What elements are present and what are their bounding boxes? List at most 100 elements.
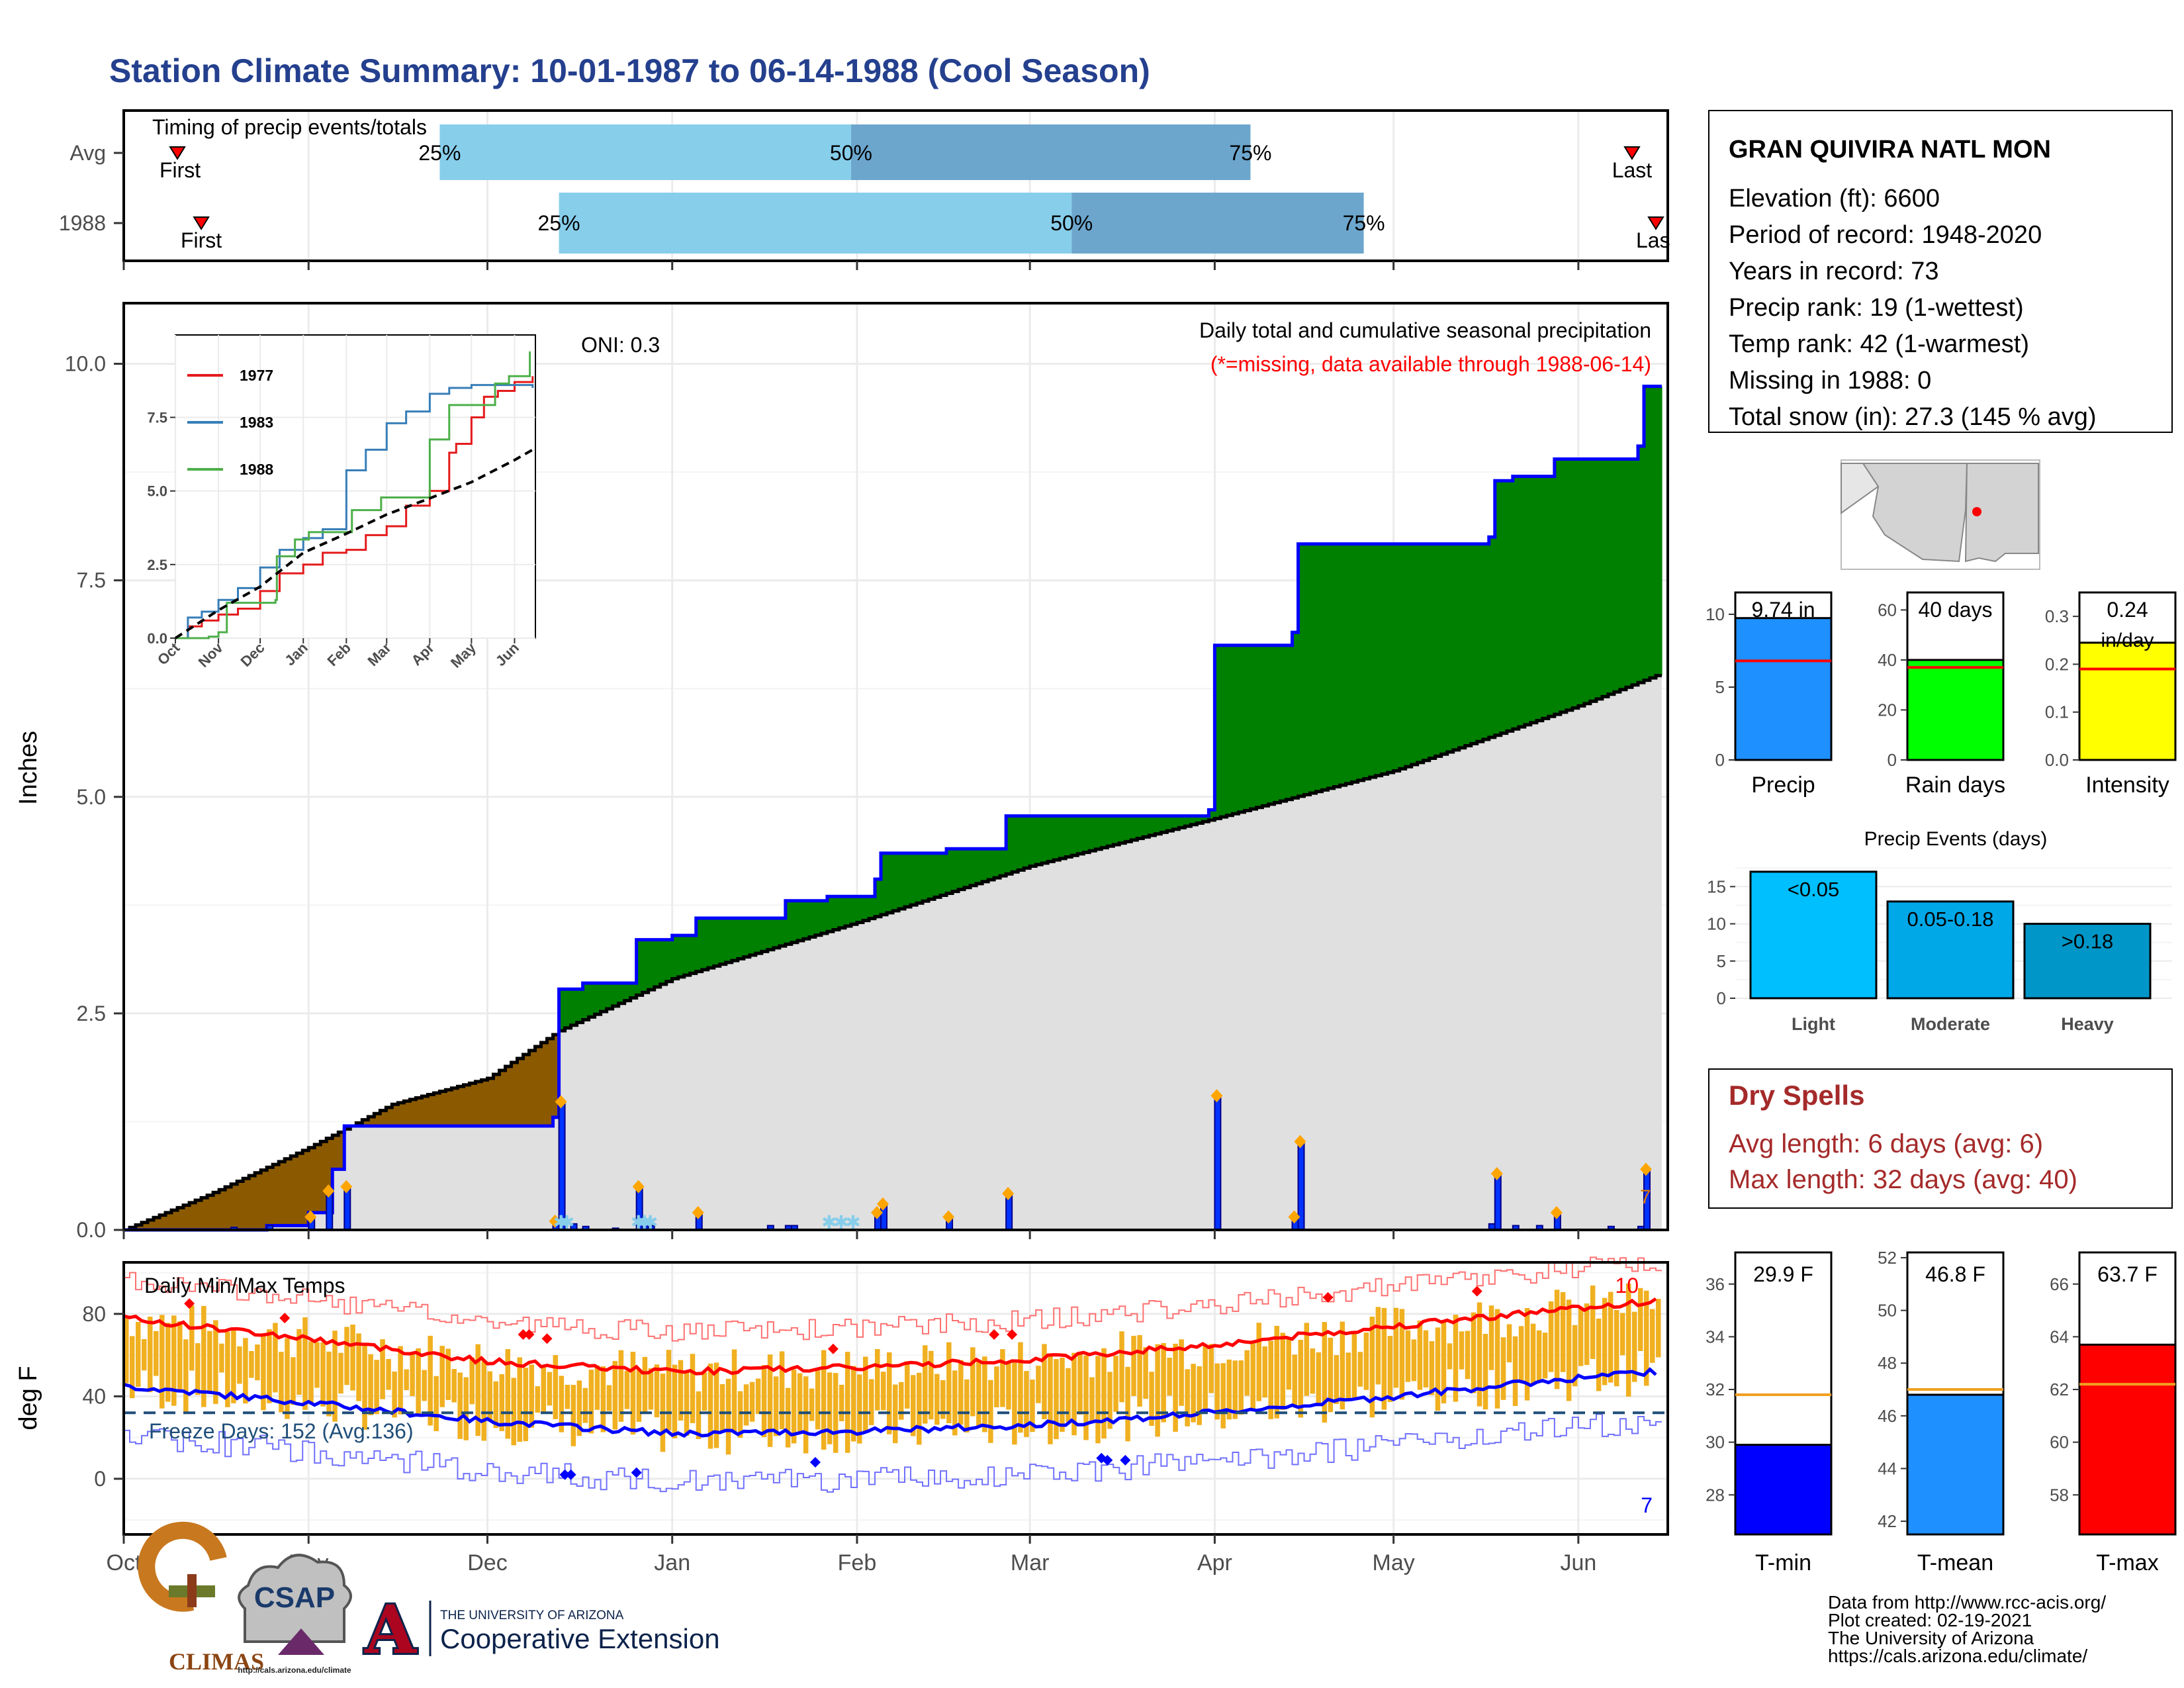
temp-range-bar [1477, 1302, 1482, 1407]
snow-day-marker: ✱ [637, 1211, 652, 1233]
inset-ytick-label: 2.5 [147, 557, 167, 573]
avg-q50-q75-bar [850, 124, 1251, 180]
events-bar [1749, 870, 1878, 1000]
temp-range-bar [1387, 1336, 1393, 1403]
temp-range-bar [243, 1338, 248, 1404]
temp-range-bar [1619, 1313, 1625, 1356]
temp-range-bar [1351, 1333, 1357, 1398]
temp-range-bar [529, 1364, 535, 1428]
credit-line-4: https://cals.arizona.edu/climate/ [1828, 1646, 2087, 1666]
snow-day-marker: ✱ [631, 1211, 646, 1233]
temp-range-bar [1089, 1377, 1095, 1422]
temp-range-bar [171, 1315, 177, 1406]
snow-day-marker: ✱ [553, 1211, 569, 1233]
temp-range-bar [958, 1360, 964, 1425]
csap-cloud [238, 1554, 352, 1643]
ua-logo: A THE UNIVERSITY OF ARIZONA Cooperative … [362, 1589, 719, 1671]
temp-range-bar [773, 1376, 779, 1436]
station-info-line: Missing in 1988: 0 [1729, 367, 1931, 395]
temp-range-bar [1304, 1323, 1310, 1396]
inset-legend: 1977 1983 1988 [187, 367, 273, 478]
temp-range-bar [1482, 1334, 1488, 1410]
temp-range-bar [994, 1366, 999, 1407]
temp-range-bar [1614, 1309, 1619, 1387]
temp-range-bar [642, 1356, 648, 1413]
events-bar [1886, 900, 2015, 1000]
temp-range-bar [267, 1329, 272, 1403]
temp-range-bar [785, 1387, 791, 1448]
1988-q50-q75-bar [1071, 193, 1364, 254]
temp-xticks [122, 1534, 1580, 1544]
record-high-marker [1471, 1286, 1482, 1297]
temp-range-bar [761, 1365, 767, 1438]
temp-range-bar [380, 1339, 385, 1399]
csap-logo-text: CSAP [254, 1581, 335, 1614]
temp-range-bar [929, 1350, 934, 1420]
temp-range-bar [505, 1349, 511, 1439]
record-low-marker [559, 1469, 570, 1480]
temp-range-bar [1107, 1372, 1113, 1429]
temp-range-bar [1655, 1299, 1661, 1358]
temp-range-bar [1429, 1341, 1435, 1395]
temp-range-bar [296, 1329, 302, 1395]
precip-panel: ✱✱ ✱✱✱ ✱✱✱ 0.02.55.07.510.0 Inches ONI: 0.… [15, 302, 1669, 1242]
temp-range-bar [612, 1360, 618, 1430]
temp-range-bar [130, 1336, 135, 1399]
month-label: Dec [467, 1550, 507, 1575]
temp-range-bar [410, 1353, 415, 1397]
temp-bar-label: T-mean [1917, 1550, 1993, 1575]
temp-range-bar [1018, 1342, 1023, 1433]
avg-first-marker [169, 146, 186, 160]
temp-range-bar [547, 1372, 553, 1406]
temp-range-bar [880, 1372, 886, 1411]
month-label: Apr [1197, 1550, 1232, 1575]
snow-day-marker: ✱ [643, 1211, 658, 1233]
temp-range-bar [279, 1352, 284, 1413]
temp-range-bar [970, 1347, 976, 1417]
temp-range-bar [1649, 1309, 1655, 1363]
inset-gridlines [175, 335, 535, 639]
1988-q25-q50-bar [559, 193, 1072, 254]
temp-range-bar [1625, 1283, 1631, 1397]
temp-range-bar [874, 1349, 880, 1411]
temp-range-bar [1500, 1337, 1506, 1400]
temp-range-bar [1042, 1344, 1047, 1419]
precip-ylabel: Inches [15, 731, 42, 805]
temp-range-bar [1340, 1321, 1345, 1410]
events-bar-range: >0.18 [2062, 930, 2113, 953]
mini-bar-value: 0.24 [2107, 598, 2148, 622]
temp-range-bar [1596, 1318, 1602, 1391]
temp-range-bar [767, 1354, 773, 1447]
mini-bar-tick-label: 40 [1878, 650, 1897, 670]
station-info-line: Temp rank: 42 (1-warmest) [1729, 330, 2029, 358]
temp-range-bar [1447, 1343, 1453, 1370]
snow-day-marker: ✱ [559, 1211, 574, 1233]
mini-bar-tick-label: 10 [1706, 604, 1725, 624]
temp-range-bar [374, 1360, 379, 1415]
record-high-marker [184, 1298, 195, 1309]
inset-average-line [174, 448, 533, 639]
temp-range-bar [517, 1357, 523, 1442]
temp-bar-tick-label: 64 [2050, 1327, 2069, 1346]
climas-logo-text: CLIMAS [169, 1648, 264, 1675]
temp-range-bar [1560, 1291, 1566, 1372]
temp-range-bar [1244, 1350, 1250, 1396]
temp-range-bar [815, 1370, 821, 1430]
temp-range-bar [1488, 1305, 1494, 1370]
dry-spells-avg: Avg length: 6 days (avg: 6) [1729, 1129, 2043, 1158]
timing-row-avg-label: Avg [69, 141, 106, 165]
record-low-count: 7 [1641, 1493, 1653, 1517]
temp-bar-tick-label: 30 [1706, 1432, 1725, 1452]
temp-range-bar [570, 1385, 576, 1446]
mini-bar-label: Precip [1751, 773, 1815, 798]
temp-range-bar [499, 1374, 504, 1431]
temp-range-bar [1024, 1371, 1029, 1437]
temp-bar-tick-label: 34 [1706, 1327, 1725, 1346]
temp-range-bar [1095, 1356, 1101, 1444]
temp-range-bar [493, 1381, 498, 1429]
record-low-marker [1120, 1454, 1131, 1466]
record-low-marker [809, 1457, 821, 1468]
month-label: Oct [107, 1550, 142, 1575]
mini-bar-fill [1906, 659, 2005, 761]
temp-range-bar [225, 1331, 230, 1407]
